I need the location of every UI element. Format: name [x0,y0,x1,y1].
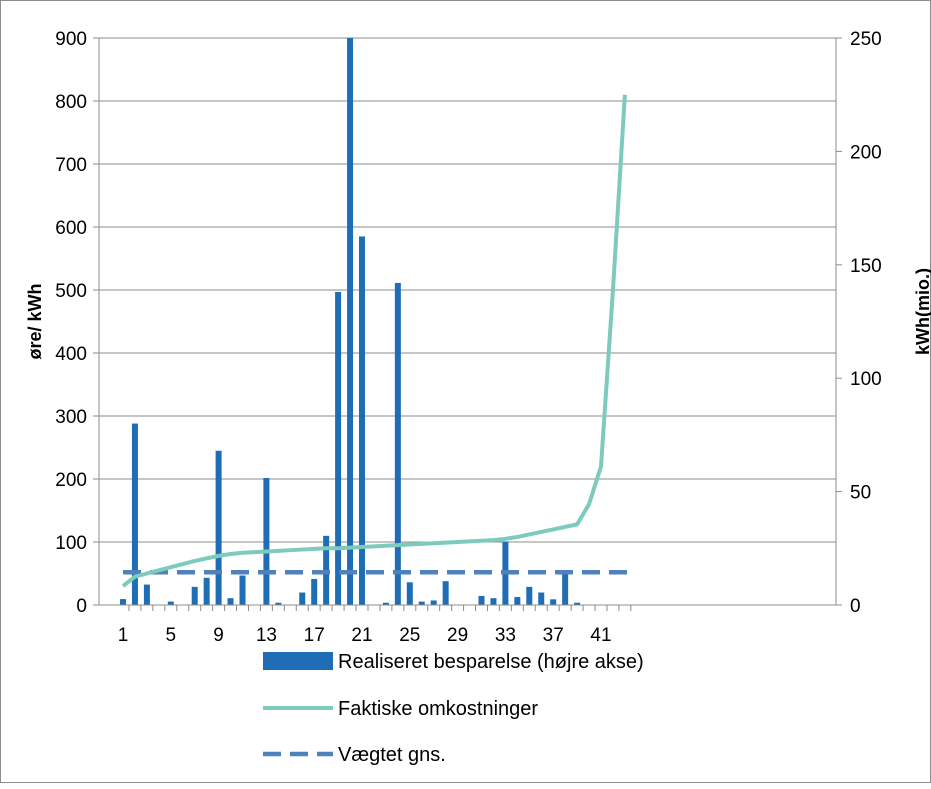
x-tick-label: 21 [351,625,372,646]
y-left-tick-label: 500 [55,281,87,302]
y-right-tick-label: 150 [850,256,882,277]
line-series [121,94,629,588]
bar [203,577,210,605]
bar [299,592,306,605]
x-tick-label: 41 [590,625,611,646]
bar [263,477,270,605]
x-tick-label: 29 [447,625,468,646]
y-left-tick-label: 700 [55,155,87,176]
bar [418,601,425,605]
y-axis-left-title: øre/ kWh [25,283,45,359]
y-left-tick-label: 900 [55,29,87,50]
bar [574,602,581,605]
bar [347,38,354,605]
axes [93,37,842,611]
y-right-tick-label: 250 [850,29,882,50]
y-left-tick-label: 600 [55,218,87,239]
legend-label: Realiseret besparelse (højre akse) [338,651,644,673]
x-tick-label: 13 [256,625,277,646]
y-right-tick-label: 50 [850,483,871,504]
legend-swatch-bar [263,652,333,670]
bar [215,450,222,605]
bar [382,602,389,605]
bar [227,598,234,605]
bar [131,423,138,605]
bar-series [120,38,581,605]
bar [143,584,150,605]
legend-label: Faktiske omkostninger [338,698,538,720]
bar [191,586,198,605]
bar [335,292,342,605]
bar [311,578,318,605]
bar [526,586,533,605]
bar [275,602,282,605]
y-left-tick-label: 0 [76,596,87,617]
y-left-tick-label: 200 [55,470,87,491]
legend: Realiseret besparelse (højre akse) Faktis… [263,651,644,766]
y-right-tick-label: 100 [850,369,882,390]
bar [538,592,545,605]
bar [478,595,485,605]
bar [430,600,437,605]
x-tick-label: 5 [166,625,177,646]
bar [239,575,246,605]
x-tick-label: 37 [543,625,564,646]
bar [406,582,413,605]
x-tick-label: 9 [213,625,224,646]
x-tick-label: 33 [495,625,516,646]
cost-line [121,94,627,588]
bar [514,597,521,605]
bar [442,581,449,605]
x-tick-label: 25 [399,625,420,646]
y-left-tick-label: 800 [55,92,87,113]
x-tick-label: 17 [304,625,325,646]
y-axis-right-title: kWh(mio.) [913,268,931,355]
bar [394,282,401,605]
bar [490,598,497,605]
bar [562,573,569,605]
y-left-tick-label: 100 [55,533,87,554]
y-right-tick-label: 0 [850,596,861,617]
y-left-tick-label: 300 [55,407,87,428]
legend-label: Vægtet gns. [338,744,446,766]
bar [120,599,126,605]
x-tick-label: 1 [118,625,129,646]
bar [359,236,365,605]
bar [167,601,174,605]
y-right-tick-label: 200 [850,142,882,163]
tick-labels: 0 100 200 300 400 500 600 700 800 900 0 50 100 150 200… [55,29,881,646]
gridlines [99,37,836,543]
y-left-tick-label: 400 [55,344,87,365]
bar [550,599,557,605]
